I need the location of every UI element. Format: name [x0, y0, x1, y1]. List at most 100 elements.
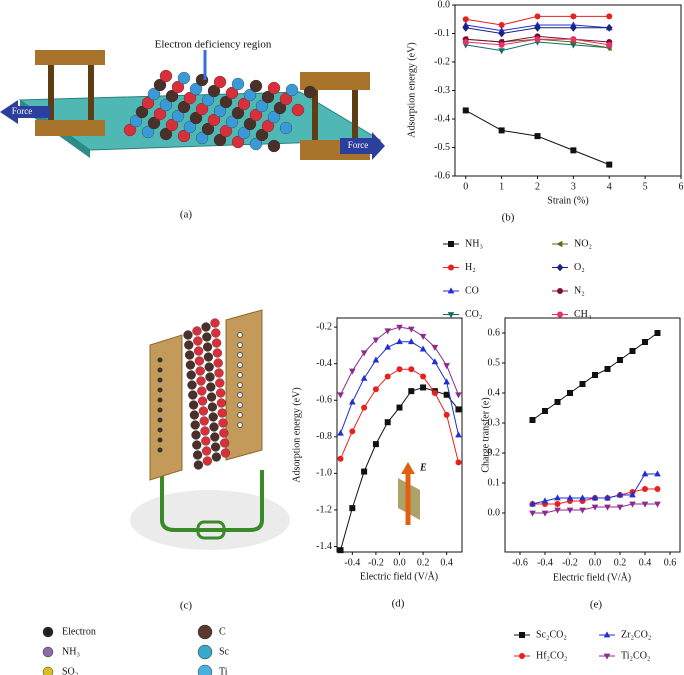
marker: [431, 389, 438, 396]
atom: [185, 360, 196, 370]
marker: [455, 459, 462, 466]
arrow: [0, 100, 50, 124]
atom: [202, 342, 213, 352]
atom: [225, 115, 239, 129]
legend-label: SO₂: [62, 666, 78, 675]
atom: [193, 460, 204, 470]
legend-label: O₂: [574, 262, 585, 273]
atom: [267, 81, 281, 95]
legend-icon: [42, 666, 54, 675]
x-axis-label: Strain (%): [547, 195, 588, 206]
series-line: [340, 386, 459, 551]
clamp-rod: [312, 90, 318, 140]
legend-marker: [448, 241, 454, 247]
marker: [443, 378, 450, 385]
legend-icon: [42, 646, 54, 658]
atom: [261, 90, 275, 104]
atom: [231, 135, 245, 149]
atom: [211, 452, 222, 462]
atom: [177, 100, 191, 114]
atom: [249, 108, 263, 122]
marker: [462, 107, 469, 114]
atom: [220, 448, 231, 458]
legend-marker: [519, 632, 525, 638]
marker: [529, 510, 536, 517]
atom: [186, 370, 196, 380]
marker: [641, 501, 649, 508]
atom: [243, 117, 257, 131]
plot-frame: [504, 317, 681, 553]
atom: [203, 352, 214, 362]
atom: [188, 390, 198, 400]
atom: [201, 93, 215, 107]
inset-label: E: [419, 462, 427, 473]
atom: [303, 85, 317, 99]
marker: [337, 429, 344, 436]
atom: [165, 118, 179, 132]
marker: [629, 501, 636, 508]
x-tick-label: 1: [499, 181, 504, 192]
y-tick-label: 0.2: [488, 447, 501, 458]
marker: [498, 127, 505, 134]
marker: [349, 368, 356, 375]
legend-c: Electron C NH₃ Sc SO₂ Ti: [42, 624, 230, 675]
marker: [443, 363, 450, 370]
marker: [407, 326, 415, 333]
panel-label: (a): [180, 209, 193, 221]
atom: [171, 80, 185, 94]
marker: [443, 411, 450, 418]
marker: [616, 504, 624, 511]
atom: [237, 412, 243, 418]
marker: [462, 16, 469, 23]
atom: [192, 440, 202, 450]
legend-label: CH₄: [574, 309, 592, 320]
marker: [654, 470, 661, 477]
atom: [210, 432, 220, 442]
atom: [159, 69, 173, 83]
marker: [462, 23, 470, 32]
marker: [541, 510, 549, 517]
y-tick-label: -0.1: [434, 28, 450, 39]
marker: [419, 333, 427, 340]
marker: [349, 428, 356, 435]
marker: [606, 161, 613, 168]
marker: [654, 501, 661, 508]
y-tick-label: 0.1: [488, 477, 501, 488]
marker: [384, 343, 392, 350]
x-tick-label: 0.0: [393, 557, 406, 568]
panel-label: (e): [590, 599, 603, 611]
x-tick-label: 0.6: [664, 557, 677, 568]
atom: [243, 88, 257, 102]
x-tick-label: 6: [679, 181, 684, 192]
y-tick-label: -1.4: [316, 541, 332, 552]
y-tick-label: -0.4: [434, 113, 450, 124]
legend-icon: [197, 664, 213, 675]
legend-marker: [519, 653, 525, 659]
marker: [360, 350, 368, 357]
atom: [153, 107, 167, 121]
marker: [606, 41, 613, 48]
marker: [529, 500, 536, 507]
atom: [207, 84, 221, 98]
marker: [604, 494, 611, 501]
atom: [193, 336, 203, 346]
atom: [237, 97, 251, 111]
atom: [219, 428, 229, 438]
y-tick-label: 0.3: [488, 417, 501, 428]
atom: [157, 447, 163, 453]
marker: [384, 373, 391, 380]
atom: [213, 133, 227, 147]
atom: [157, 367, 163, 373]
marker: [396, 404, 403, 411]
marker: [592, 372, 598, 378]
marker: [570, 13, 577, 20]
atom: [195, 366, 205, 376]
atom: [210, 442, 221, 452]
marker: [408, 366, 415, 373]
atom: [201, 122, 215, 136]
legend-icon: [197, 624, 213, 640]
marker: [579, 507, 586, 514]
atom: [209, 422, 219, 432]
atom: [237, 422, 243, 428]
marker: [337, 547, 344, 554]
